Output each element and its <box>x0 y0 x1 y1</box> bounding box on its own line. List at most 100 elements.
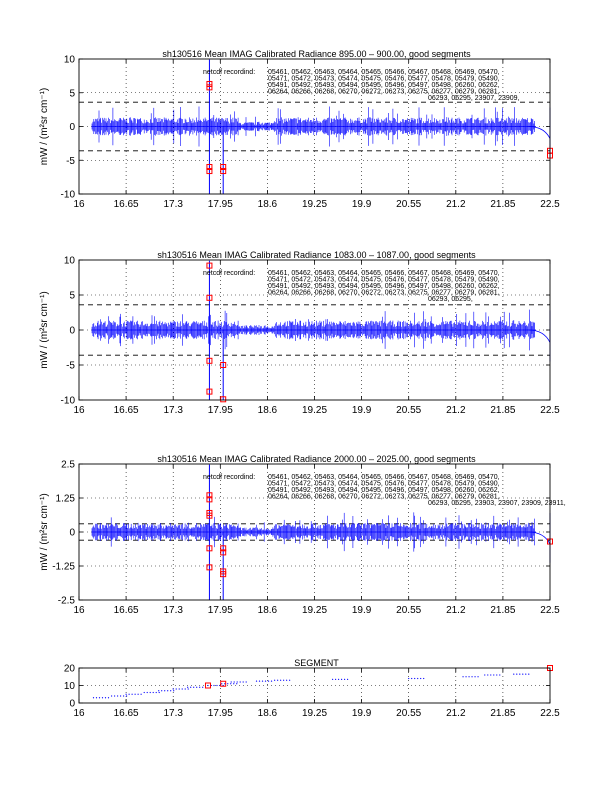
segment-point <box>465 676 467 678</box>
x-tick-label: 22.5 <box>540 405 560 416</box>
chart-title: SEGMENT <box>294 658 339 668</box>
y-tick-label: 10 <box>64 256 76 267</box>
plot-frame <box>78 463 551 601</box>
segment-point <box>172 688 174 690</box>
segment-point <box>199 686 201 688</box>
outlier-marker <box>206 164 213 170</box>
x-tick-label: 20.55 <box>396 708 421 719</box>
segment-point <box>420 677 422 680</box>
outlier-marker <box>220 571 227 578</box>
x-tick-label: 19.9 <box>352 405 372 416</box>
annotation-line: 06264, 06266, 06268, 06270, 06272, 06273… <box>268 494 500 501</box>
outlier-marker <box>206 564 213 571</box>
segment-point <box>471 676 473 678</box>
y-tick-label: -10 <box>61 396 76 407</box>
segment-point <box>411 677 413 680</box>
outlier-marker <box>206 388 213 395</box>
segment-point <box>487 674 489 676</box>
y-tick-label: -10 <box>61 190 76 201</box>
segment-point <box>207 684 209 687</box>
segment-point <box>286 679 288 681</box>
annotation-line: 06264, 06266, 06268, 06270, 06272, 06273… <box>268 290 500 297</box>
outlier-marker <box>220 164 227 170</box>
y-axis-label: mW / (m²sr cm⁻¹) <box>39 493 50 570</box>
outlier-marker <box>220 168 227 175</box>
segment-point <box>261 680 264 682</box>
x-tick-label: 16 <box>73 199 85 210</box>
x-tick-label: 21.2 <box>446 605 466 616</box>
segment-point <box>283 679 285 681</box>
segment-point <box>101 697 104 699</box>
segment-point <box>233 681 235 683</box>
outlier-marker <box>206 496 213 503</box>
y-tick-label: 20 <box>64 664 76 675</box>
segment-point <box>196 686 198 688</box>
x-tick-label: 16.65 <box>114 199 139 210</box>
annotation-line: 06264, 06266, 06268, 06270, 06272, 06273… <box>268 89 500 96</box>
x-tick-label: 17.95 <box>208 199 233 210</box>
x-tick-label: 16.65 <box>114 708 139 719</box>
y-tick-label: 5 <box>69 88 75 99</box>
plot-frame <box>78 58 551 195</box>
segment-point <box>525 673 527 675</box>
y-axis-label: mW / (m²sr cm⁻¹) <box>39 88 50 165</box>
annotation-line: 05461, 05462, 05463, 05464, 05465, 05466… <box>268 69 500 76</box>
x-tick-label: 19.25 <box>302 605 327 616</box>
segment-point <box>474 676 476 678</box>
outlier-marker <box>206 168 213 175</box>
segment-point <box>468 676 470 678</box>
x-tick-label: 20.55 <box>396 405 421 416</box>
segment-point <box>417 677 419 680</box>
x-tick-label: 19.9 <box>352 199 372 210</box>
annotation-label: netcdf recordind: <box>203 474 255 481</box>
trace-tail <box>528 329 551 343</box>
annotation-line: 05461, 05462, 05463, 05464, 05465, 05466… <box>268 474 500 481</box>
segment-point <box>341 678 343 680</box>
annotation-line: 06293, 06295, <box>428 296 473 303</box>
segment-point <box>202 686 204 688</box>
segment-point <box>414 677 416 680</box>
x-tick-label: 18.6 <box>258 605 278 616</box>
segment-point <box>490 674 492 676</box>
segment-point <box>519 673 521 675</box>
x-tick-label: 22.5 <box>540 605 560 616</box>
x-tick-label: 16 <box>73 405 85 416</box>
y-tick-label: 0 <box>69 699 75 710</box>
chart-panel-1: 16 16.65 17.3 17.95 18.6 19.25 19.9 20.55 21.2 21… <box>39 49 560 210</box>
annotation-line: 05461, 05462, 05463, 05464, 05465, 05466… <box>268 270 500 277</box>
x-tick-label: 18.6 <box>258 708 278 719</box>
segment-point <box>493 674 495 676</box>
segment-point <box>193 686 195 688</box>
y-axis-label: mW / (m²sr cm⁻¹) <box>39 291 50 368</box>
x-tick-label: 17.3 <box>163 708 183 719</box>
segment-point <box>123 695 125 697</box>
x-tick-label: 21.2 <box>446 708 466 719</box>
segment-point <box>126 695 128 697</box>
x-tick-label: 17.3 <box>163 199 183 210</box>
segment-point <box>152 691 154 694</box>
outlier-marker <box>220 549 227 556</box>
outlier-marker <box>206 545 213 552</box>
outlier-marker <box>220 545 227 552</box>
trace-tail <box>528 531 551 545</box>
segment-point <box>134 693 136 695</box>
outlier-marker <box>220 680 227 687</box>
segment-point <box>187 686 189 688</box>
segment-point <box>242 681 244 683</box>
segment-point <box>187 688 189 690</box>
segment-point <box>280 679 282 681</box>
x-tick-label: 16.65 <box>114 405 139 416</box>
segment-point <box>264 680 267 682</box>
chart-panel-2: 16 16.65 17.3 17.95 18.6 19.25 19.9 20.55 21.2 21… <box>39 250 560 416</box>
annotation-line: 05471, 05472, 05473, 05474, 05475, 05476… <box>268 76 500 83</box>
segment-point <box>270 680 273 682</box>
chart-title: sh130516 Mean IMAG Calibrated Radiance 1… <box>157 250 476 260</box>
segment-point <box>164 690 166 692</box>
segment-point <box>137 693 139 695</box>
outlier-marker <box>206 84 213 91</box>
segment-point <box>190 686 192 688</box>
x-tick-label: 19.25 <box>302 405 327 416</box>
x-tick-label: 21.85 <box>490 199 515 210</box>
